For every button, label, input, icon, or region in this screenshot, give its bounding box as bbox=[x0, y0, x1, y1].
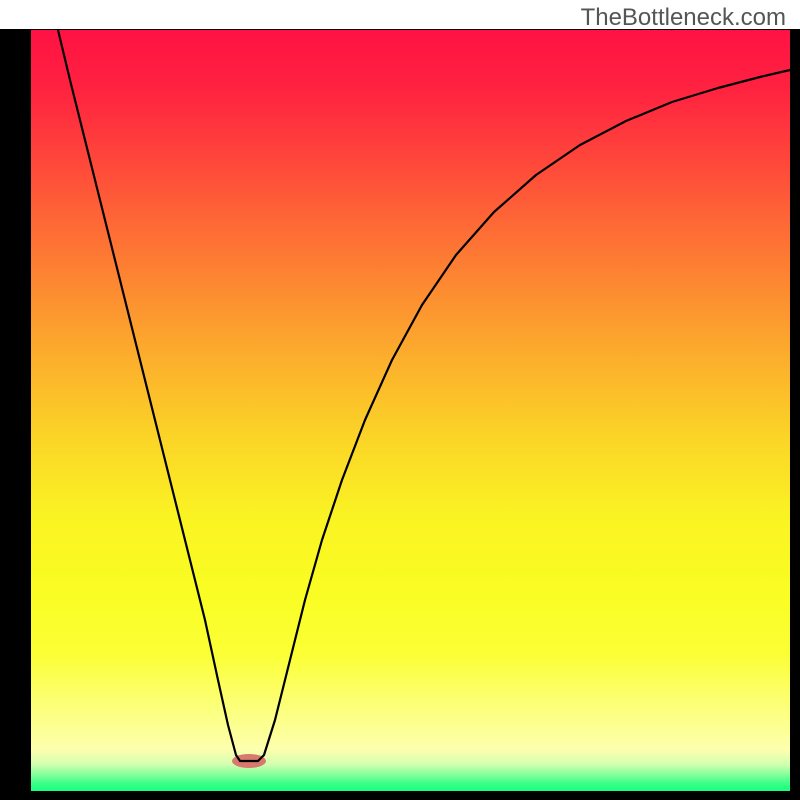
bottleneck-chart bbox=[0, 0, 800, 800]
figure-container: TheBottleneck.com bbox=[0, 0, 800, 800]
chart-plot-area bbox=[31, 30, 790, 791]
watermark-text: TheBottleneck.com bbox=[581, 4, 786, 32]
